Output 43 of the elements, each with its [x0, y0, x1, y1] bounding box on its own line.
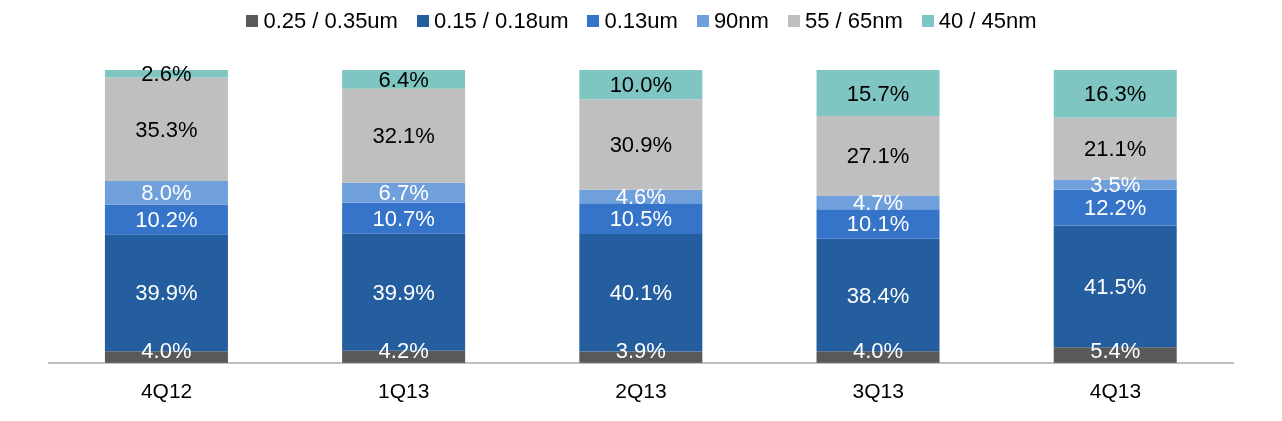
data-label: 4.2%	[378, 337, 429, 363]
x-tick-label: 3Q13	[852, 378, 904, 402]
data-label: 35.3%	[135, 116, 198, 142]
data-label: 3.9%	[615, 337, 666, 363]
data-label: 15.7%	[846, 80, 910, 106]
bar	[342, 202, 466, 234]
legend-label: 0.25 / 0.35um	[263, 8, 398, 34]
x-tick-label: 4Q13	[1089, 378, 1142, 402]
bar	[579, 99, 703, 190]
legend-label: 40 / 45nm	[938, 8, 1037, 34]
data-label: 21.1%	[1084, 136, 1147, 162]
data-label: 30.9%	[609, 132, 673, 158]
bar	[1053, 70, 1177, 118]
data-label: 27.1%	[846, 143, 910, 169]
legend-label: 0.15 / 0.18um	[433, 8, 569, 34]
data-label: 8.0%	[141, 180, 192, 206]
data-label: 6.4%	[378, 66, 429, 92]
data-label: 3.5%	[1090, 172, 1141, 198]
data-label: 12.2%	[1084, 195, 1147, 221]
data-label: 10.0%	[609, 72, 673, 98]
bar	[816, 116, 940, 196]
data-label: 10.2%	[135, 206, 198, 232]
x-tick-label: 4Q12	[140, 378, 193, 402]
data-label: 4.0%	[141, 337, 192, 363]
data-label: 40.1%	[609, 280, 673, 306]
data-label: 4.0%	[852, 337, 904, 363]
legend-label: 90nm	[713, 8, 769, 34]
data-label: 39.9%	[372, 279, 435, 305]
x-tick-label: 1Q13	[378, 378, 430, 402]
data-label: 10.7%	[372, 205, 435, 231]
data-label: 16.3%	[1084, 81, 1147, 107]
x-tick-label: 2Q13	[615, 378, 667, 402]
legend-label: 0.13um	[604, 8, 678, 34]
data-label: 6.7%	[378, 180, 429, 206]
data-label: 39.9%	[135, 280, 198, 306]
legend-label: 55 / 65nm	[804, 8, 903, 34]
data-label: 38.4%	[846, 282, 910, 308]
bar	[816, 70, 940, 116]
data-label: 5.4%	[1090, 337, 1141, 363]
bar	[816, 209, 940, 239]
bar	[342, 88, 466, 183]
data-label: 41.5%	[1084, 273, 1147, 299]
data-label: 32.1%	[372, 123, 435, 149]
